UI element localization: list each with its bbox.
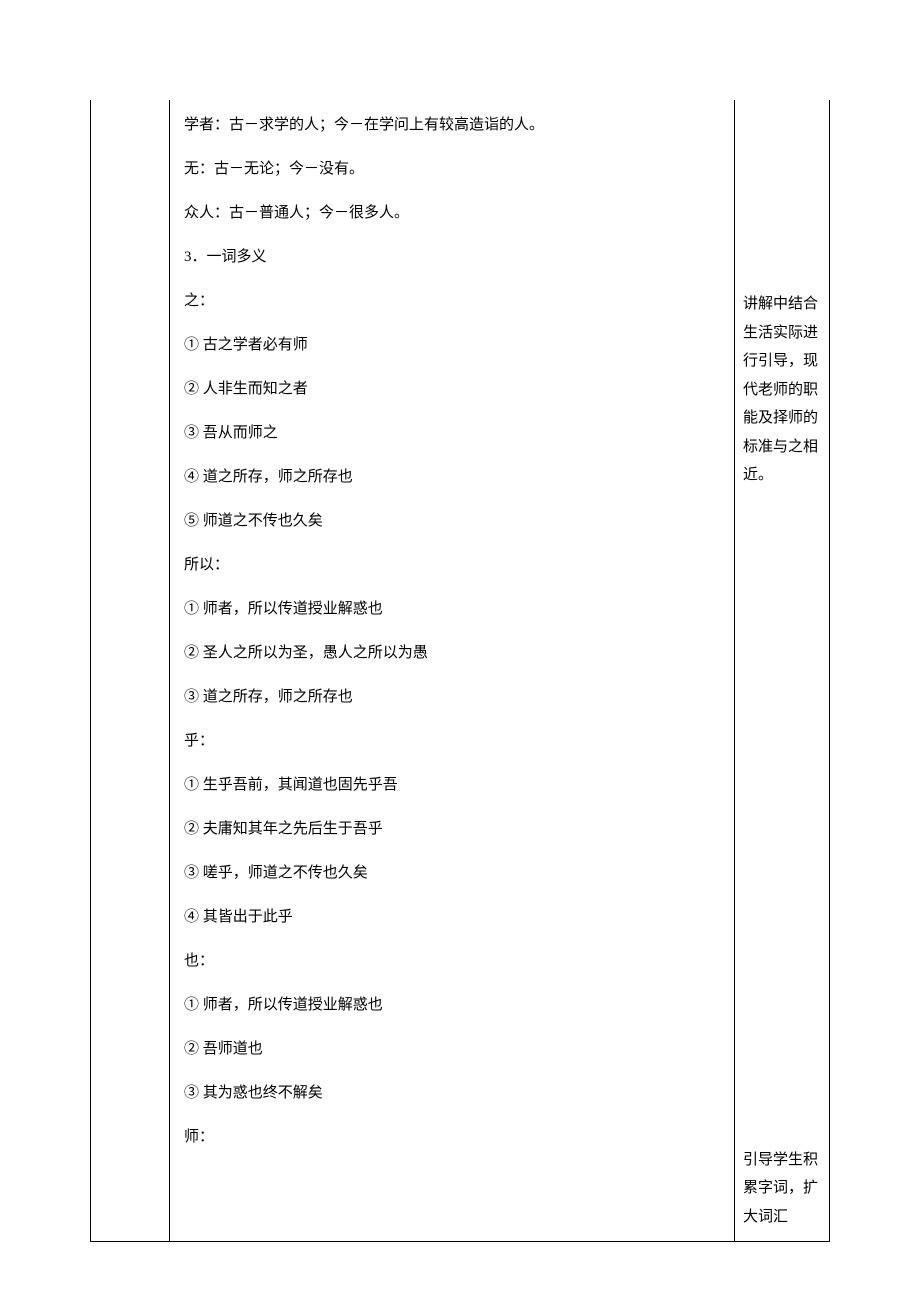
- content-line: ④ 其皆出于此乎: [184, 902, 720, 932]
- content-table: 学者：古－求学的人；今－在学问上有较高造诣的人。 无：古－无论；今－没有。 众人…: [90, 100, 830, 1242]
- content-line: 3．一词多义: [184, 242, 720, 272]
- content-line: ① 师者，所以传道授业解惑也: [184, 594, 720, 624]
- content-line: ③ 道之所存，师之所存也: [184, 682, 720, 712]
- content-line: ① 生乎吾前，其闻道也固先乎吾: [184, 770, 720, 800]
- content-line: 师：: [184, 1122, 720, 1152]
- column-left: [90, 100, 170, 1241]
- content-line: 学者：古－求学的人；今－在学问上有较高造诣的人。: [184, 110, 720, 140]
- content-line: ② 人非生而知之者: [184, 374, 720, 404]
- content-line: ② 圣人之所以为圣，愚人之所以为愚: [184, 638, 720, 668]
- content-line: 也：: [184, 946, 720, 976]
- content-line: ③ 嗟乎，师道之不传也久矣: [184, 858, 720, 888]
- content-line: ③ 吾从而师之: [184, 418, 720, 448]
- content-line: ③ 其为惑也终不解矣: [184, 1078, 720, 1108]
- side-note: 讲解中结合生活实际进行引导，现代老师的职能及择师的标准与之相近。: [743, 290, 829, 490]
- content-line: 众人：古－普通人；今－很多人。: [184, 198, 720, 228]
- column-notes: 讲解中结合生活实际进行引导，现代老师的职能及择师的标准与之相近。 引导学生积累字…: [735, 100, 830, 1241]
- content-line: 无：古－无论；今－没有。: [184, 154, 720, 184]
- content-line: ② 夫庸知其年之先后生于吾乎: [184, 814, 720, 844]
- content-line: ② 吾师道也: [184, 1034, 720, 1064]
- side-note: 引导学生积累字词，扩大词汇: [743, 1146, 829, 1232]
- content-line: 乎：: [184, 726, 720, 756]
- content-line: ① 师者，所以传道授业解惑也: [184, 990, 720, 1020]
- column-main: 学者：古－求学的人；今－在学问上有较高造诣的人。 无：古－无论；今－没有。 众人…: [170, 100, 735, 1241]
- content-line: 所以：: [184, 550, 720, 580]
- content-line: ① 古之学者必有师: [184, 330, 720, 360]
- content-line: ④ 道之所存，师之所存也: [184, 462, 720, 492]
- content-line: 之：: [184, 286, 720, 316]
- content-line: ⑤ 师道之不传也久矣: [184, 506, 720, 536]
